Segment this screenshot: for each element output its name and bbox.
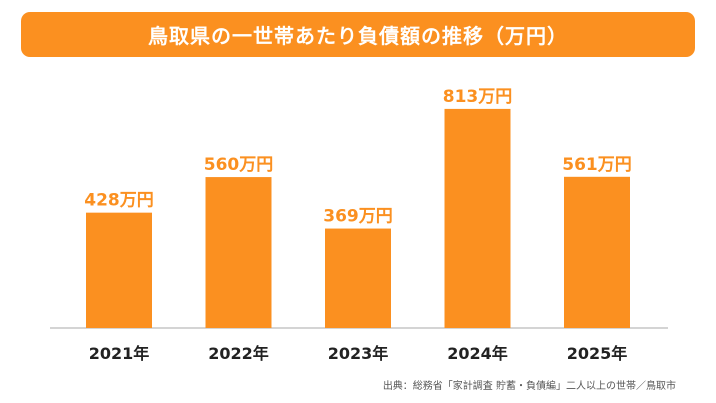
chart-title-banner: 鳥取県の一世帯あたり負債額の推移（万円） xyxy=(21,12,695,57)
chart-title: 鳥取県の一世帯あたり負債額の推移（万円） xyxy=(148,24,568,48)
x-tick-label-3: 2024年 xyxy=(447,344,508,363)
data-label-3: 813万円 xyxy=(443,87,513,107)
bar-2 xyxy=(325,228,391,328)
data-label-4: 561万円 xyxy=(562,155,632,175)
bar-4 xyxy=(564,176,630,328)
x-tick-label-1: 2022年 xyxy=(208,344,269,363)
data-label-1: 560万円 xyxy=(204,155,274,175)
x-tick-label-0: 2021年 xyxy=(89,344,150,363)
bar-3 xyxy=(444,108,511,328)
x-tick-label-4: 2025年 xyxy=(567,344,628,363)
bar-1 xyxy=(205,177,272,328)
data-label-0: 428万円 xyxy=(84,191,154,211)
x-tick-label-2: 2023年 xyxy=(328,344,389,363)
bar-0 xyxy=(86,212,152,328)
data-label-2: 369万円 xyxy=(323,207,393,227)
source-note: 出典：総務省「家計調査 貯蓄・負債編」二人以上の世帯／鳥取市 xyxy=(382,381,676,392)
